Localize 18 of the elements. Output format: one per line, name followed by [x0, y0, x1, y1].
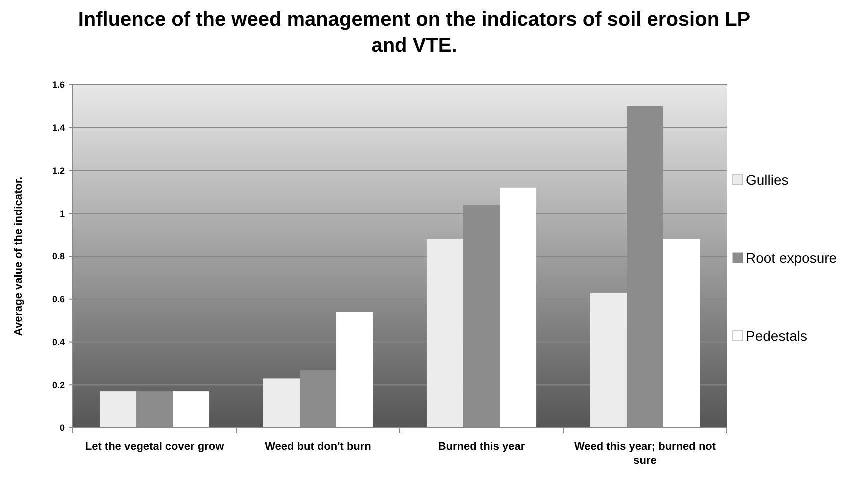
y-tick-label: 1.6 [52, 80, 65, 90]
chart-title: Influence of the weed management on the indicators of soil erosion LP and VTE. [78, 9, 751, 57]
y-tick-label: 0.8 [52, 252, 65, 262]
y-tick-label: 0.2 [52, 380, 65, 390]
legend-label: Gullies [746, 172, 789, 188]
legend-label: Root exposure [746, 250, 838, 266]
legend-label: Pedestals [746, 328, 808, 344]
y-tick-label: 1.4 [52, 123, 65, 134]
y-tick-label: 1 [60, 208, 65, 219]
x-tick-label: Let the vegetal cover grow [85, 441, 225, 453]
y-tick-label: 0.6 [52, 294, 65, 305]
x-tick-label: Burned this year [438, 441, 526, 453]
y-tick-label: 1.2 [52, 166, 65, 176]
x-tick-label: Weed but don't burn [265, 441, 372, 453]
y-tick-label: 0 [60, 423, 65, 434]
y-tick-label: 0.4 [52, 337, 65, 348]
x-tick-label: Weed this year; burned not sure [574, 441, 716, 467]
y-axis-title: Average value of the indicator. [13, 176, 25, 336]
